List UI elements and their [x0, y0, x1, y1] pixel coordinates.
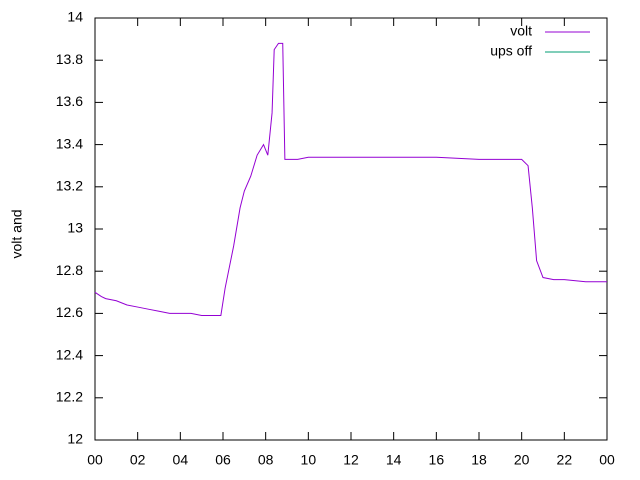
x-tick-label: 16 — [429, 452, 445, 468]
x-tick-label: 08 — [258, 452, 274, 468]
x-tick-label: 12 — [343, 452, 359, 468]
y-axis-label: volt and — [9, 209, 25, 258]
data-line — [94, 42, 607, 317]
x-tick-label: 06 — [215, 452, 231, 468]
y-tick-label: 12.6 — [56, 304, 83, 320]
x-tick-label: 14 — [386, 452, 402, 468]
y-tick-label: 14 — [67, 9, 83, 25]
x-tick-label: 00 — [599, 452, 615, 468]
y-tick-label: 12.4 — [56, 346, 83, 362]
y-tick-label: 13.2 — [56, 178, 83, 194]
legend-label: ups off — [490, 43, 532, 59]
y-tick-label: 13.8 — [56, 51, 83, 67]
x-tick-label: 20 — [514, 452, 530, 468]
y-tick-label: 13 — [67, 220, 83, 236]
y-tick-label: 12.8 — [56, 262, 83, 278]
x-tick-label: 22 — [557, 452, 573, 468]
x-tick-label: 02 — [130, 452, 146, 468]
y-tick-label: 12.2 — [56, 389, 83, 405]
y-tick-label: 12 — [67, 431, 83, 447]
y-tick-label: 13.4 — [56, 135, 83, 151]
x-tick-label: 04 — [173, 452, 189, 468]
x-tick-label: 18 — [471, 452, 487, 468]
legend-label: volt — [510, 23, 532, 39]
x-tick-label: 10 — [301, 452, 317, 468]
y-tick-label: 13.6 — [56, 93, 83, 109]
x-tick-label: 00 — [87, 452, 103, 468]
